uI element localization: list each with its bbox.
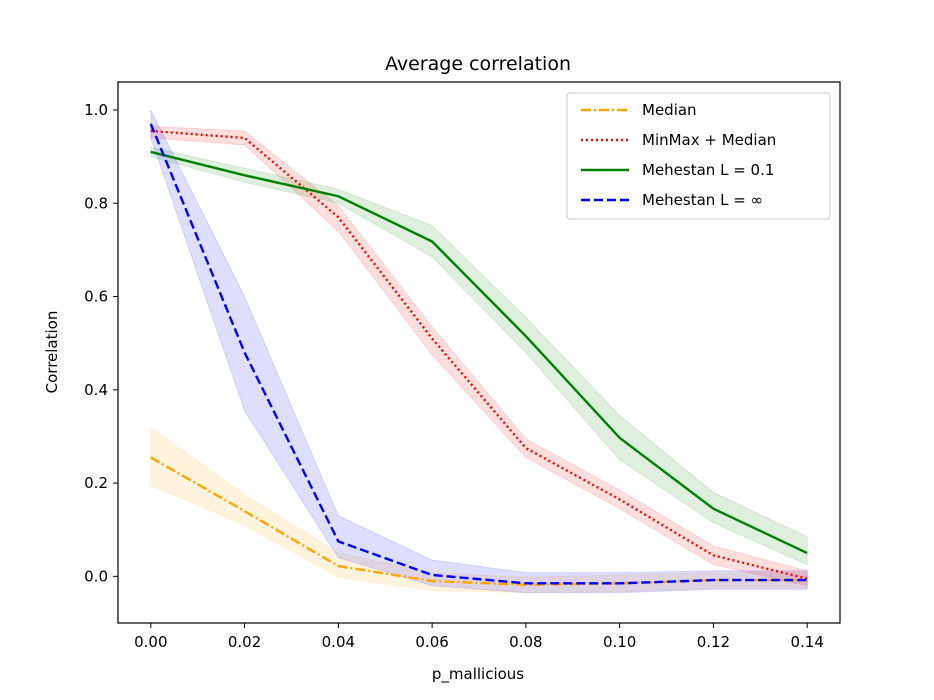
y-tick-label: 0.0 [84,567,108,585]
x-tick-label: 0.08 [509,633,542,651]
plot-frame [117,81,841,624]
legend-label-2: Mehestan L = 0.1 [642,161,774,179]
x-tick-label: 0.04 [322,633,355,651]
x-tick-label: 0.14 [790,633,823,651]
chart-title: Average correlation [385,53,571,75]
series-line-2 [150,150,808,555]
x-tick-label: 0.12 [697,633,730,651]
series-band-1 [150,125,808,587]
y-tick-label: 0.2 [84,474,108,492]
x-tick-label: 0.06 [415,633,448,651]
x-axis-ticks: 0.00 0.02 0.04 0.06 0.08 0.10 0.12 0.14 [134,623,824,651]
legend-label-0: Median [642,101,697,119]
series-line-3 [149,123,808,585]
legend: Median MinMax + Median Mehestan L = 0.1 Meh… [566,92,831,220]
y-tick-label: 1.0 [84,101,108,119]
legend-box [566,92,831,220]
x-tick-label: 0.02 [228,633,261,651]
y-tick-label: 0.6 [84,288,108,306]
x-tick-label: 0.10 [603,633,636,651]
legend-label-1: MinMax + Median [642,131,776,149]
legend-label-3: Mehestan L = ∞ [642,191,763,209]
y-tick-label: 0.8 [84,194,108,212]
y-axis-ticks: 0.0 0.2 0.4 0.6 0.8 1.0 [84,101,118,585]
series-band-2 [150,146,808,566]
x-axis-label: p_mallicious [432,665,524,684]
y-axis-label: Correlation [43,311,61,394]
y-tick-label: 0.4 [84,381,108,399]
x-tick-label: 0.00 [134,633,167,651]
series-band-3 [150,109,808,594]
series-lines [149,123,808,586]
